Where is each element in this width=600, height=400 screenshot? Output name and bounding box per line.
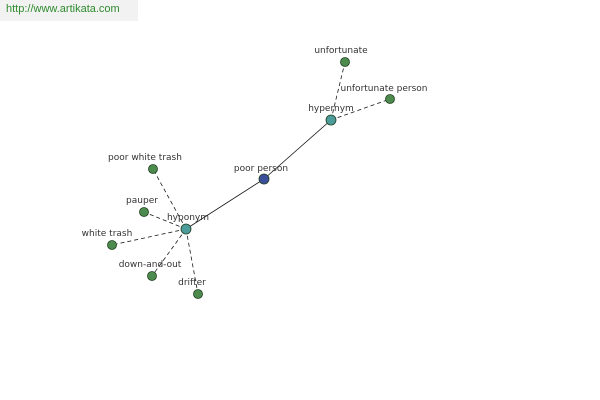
edge-poor-person-hypernym (263, 119, 332, 180)
node-hyponym[interactable] (180, 223, 192, 235)
label-down-and-out[interactable]: down-and-out (119, 260, 182, 270)
node-pauper[interactable] (139, 207, 149, 217)
edge-hyponym-poor-white-trash (152, 168, 187, 230)
node-drifter[interactable] (193, 289, 203, 299)
nodes-layer (107, 57, 395, 299)
label-hypernym[interactable]: hypernym (308, 104, 354, 114)
edge-poor-person-hyponym (185, 178, 265, 230)
edge-hyponym-pauper (143, 211, 187, 230)
node-hypernym[interactable] (325, 114, 337, 126)
label-pauper[interactable]: pauper (126, 196, 158, 206)
label-drifter[interactable]: drifter (178, 278, 206, 288)
edge-hyponym-white-trash (111, 228, 187, 246)
labels-layer: poor person hypernym hyponym unfortunate unf… (82, 46, 428, 288)
node-unfortunate[interactable] (340, 57, 350, 67)
label-poor-person[interactable]: poor person (234, 164, 288, 174)
node-white-trash[interactable] (107, 240, 117, 250)
label-unfortunate[interactable]: unfortunate (314, 46, 368, 56)
label-poor-white-trash[interactable]: poor white trash (108, 153, 182, 163)
node-poor-person[interactable] (258, 173, 270, 185)
node-poor-white-trash[interactable] (148, 164, 158, 174)
edges-layer (111, 61, 391, 295)
edge-hypernym-unfortunate-person (330, 98, 391, 121)
label-white-trash[interactable]: white trash (82, 229, 133, 239)
edge-hyponym-down-and-out (151, 228, 187, 277)
source-link[interactable]: http://www.artikata.com (0, 0, 138, 21)
node-down-and-out[interactable] (147, 271, 157, 281)
node-unfortunate-person[interactable] (385, 94, 395, 104)
edge-hypernym-unfortunate (330, 61, 346, 121)
label-unfortunate-person[interactable]: unfortunate person (340, 84, 427, 94)
label-hyponym[interactable]: hyponym (167, 213, 209, 223)
